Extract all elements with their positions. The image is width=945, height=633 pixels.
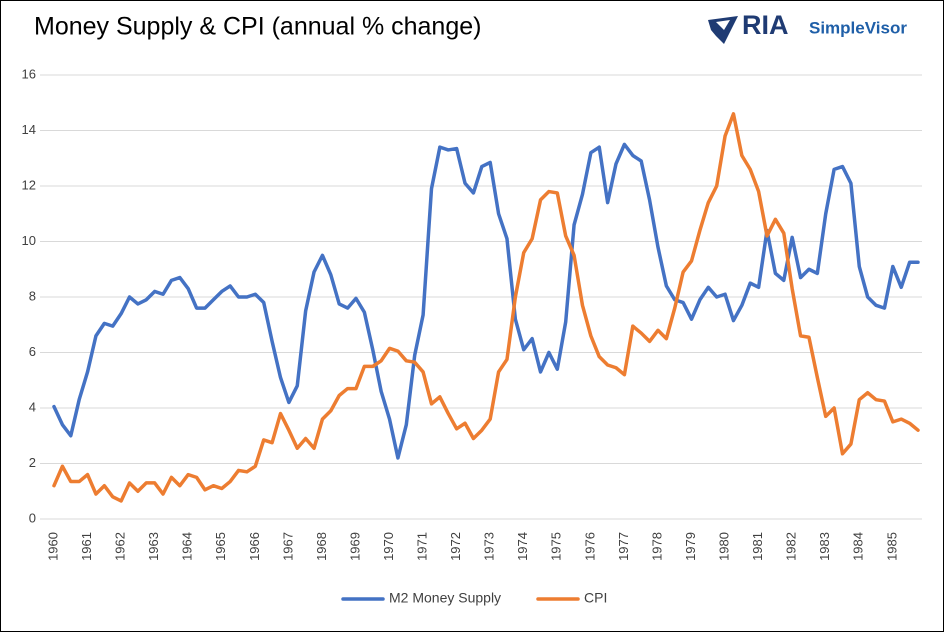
x-tick-label: 1971 xyxy=(415,532,430,561)
x-tick-label: 1968 xyxy=(314,532,329,561)
x-tick-label: 1982 xyxy=(784,532,799,561)
plot-area: 0 2 4 6 8 10 12 14 16 1960 1961 1962 1963 1964 1965 196… xyxy=(22,66,922,606)
x-tick-label: 1962 xyxy=(113,532,128,561)
x-tick-label: 1975 xyxy=(549,532,564,561)
x-tick-label: 1981 xyxy=(750,532,765,561)
y-tick-label: 6 xyxy=(29,344,36,359)
x-tick-label: 1984 xyxy=(851,532,866,561)
logo-brand: RIA xyxy=(742,10,789,40)
x-tick-label: 1963 xyxy=(146,532,161,561)
x-tick-label: 1976 xyxy=(582,532,597,561)
logo: RIA SimpleVisor xyxy=(708,10,907,44)
x-tick-label: 1979 xyxy=(683,532,698,561)
logo-icon-detail xyxy=(716,20,730,30)
series-line xyxy=(52,112,920,503)
x-tick-label: 1983 xyxy=(817,532,832,561)
logo-product: SimpleVisor xyxy=(809,18,907,37)
y-tick-label: 14 xyxy=(22,122,36,137)
x-tick-label: 1978 xyxy=(649,532,664,561)
x-tick-label: 1961 xyxy=(79,532,94,561)
x-tick-label: 1960 xyxy=(45,532,60,561)
x-tick-label: 1964 xyxy=(180,532,195,561)
x-tick-label: 1973 xyxy=(482,532,497,561)
chart-title: Money Supply & CPI (annual % change) xyxy=(34,13,481,41)
x-tick-label: 1972 xyxy=(448,532,463,561)
y-tick-label: 8 xyxy=(29,288,36,303)
x-tick-label: 1966 xyxy=(247,532,262,561)
x-tick-label: 1985 xyxy=(884,532,899,561)
x-tick-label: 1965 xyxy=(213,532,228,561)
logo-icon xyxy=(708,16,738,44)
legend-label: CPI xyxy=(584,590,607,606)
y-tick-label: 2 xyxy=(29,455,36,470)
x-tick-label: 1974 xyxy=(515,532,530,561)
y-tick-label: 4 xyxy=(29,399,36,414)
y-tick-label: 16 xyxy=(22,66,36,81)
x-tick-label: 1967 xyxy=(280,532,295,561)
y-tick-label: 12 xyxy=(22,177,36,192)
x-tick-label: 1970 xyxy=(381,532,396,561)
y-tick-label: 0 xyxy=(29,510,36,525)
y-tick-label: 10 xyxy=(22,233,36,248)
series-line xyxy=(52,142,920,460)
x-tick-label: 1969 xyxy=(347,532,362,561)
legend-label: M2 Money Supply xyxy=(389,590,501,606)
x-tick-label: 1980 xyxy=(717,532,732,561)
x-tick-label: 1977 xyxy=(616,532,631,561)
